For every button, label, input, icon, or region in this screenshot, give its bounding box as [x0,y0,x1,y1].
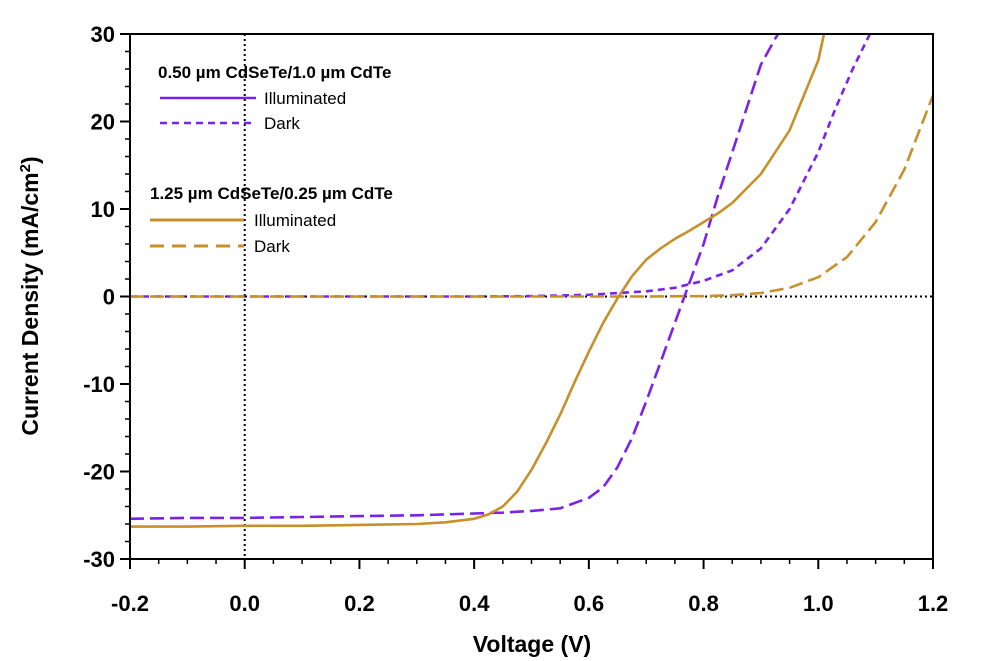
series-line-illuminated-device-2 [130,34,826,528]
y-tick-label: 20 [91,110,115,135]
legend-label-group-1-illuminated: Illuminated [264,89,346,108]
legend-group-2-title: 1.25 µm CdSeTe/0.25 µm CdTe [150,184,393,203]
x-tick-label: -0.2 [111,591,149,616]
x-tick-labels: -0.2 0.0 0.2 0.4 0.6 0.8 1.0 1.2 [111,591,948,616]
y-axis-title: Current Density (mA/cm2) [17,156,44,435]
y-axis-title-superscript: 2 [17,164,34,172]
x-tick-label: 1.0 [803,591,834,616]
x-axis-title: Voltage (V) [473,631,591,657]
axis-ticks [120,33,934,569]
y-tick-labels: -30 -20 -10 0 10 20 30 [83,22,115,572]
y-axis-title-main: Current Density (mA/cm [17,172,43,435]
series-line-dark-device-2 [130,94,933,298]
y-tick-label: -10 [83,372,115,397]
y-tick-label: -20 [83,460,115,485]
legend-group-1-title: 0.50 µm CdSeTe/1.0 µm CdTe [158,63,391,82]
y-tick-label: -30 [83,547,115,572]
x-tick-label: 0.8 [688,591,719,616]
legend: 0.50 µm CdSeTe/1.0 µm CdTe Illuminated D… [150,63,393,256]
y-axis-title-close: ) [17,156,43,164]
x-tick-label: 0.0 [229,591,260,616]
legend-label-group-2-illuminated: Illuminated [254,211,336,230]
x-tick-label: 1.2 [918,591,949,616]
x-tick-label: 0.6 [574,591,605,616]
y-tick-label: 0 [103,285,115,310]
x-tick-label: 0.4 [459,591,490,616]
x-tick-label: 0.2 [344,591,375,616]
legend-label-group-1-dark: Dark [264,114,300,133]
legend-label-group-2-dark: Dark [254,237,290,256]
series-line-illuminated-device-1 [130,34,780,521]
series-lines [130,34,933,528]
y-tick-label: 10 [91,197,115,222]
y-tick-label: 30 [91,22,115,47]
